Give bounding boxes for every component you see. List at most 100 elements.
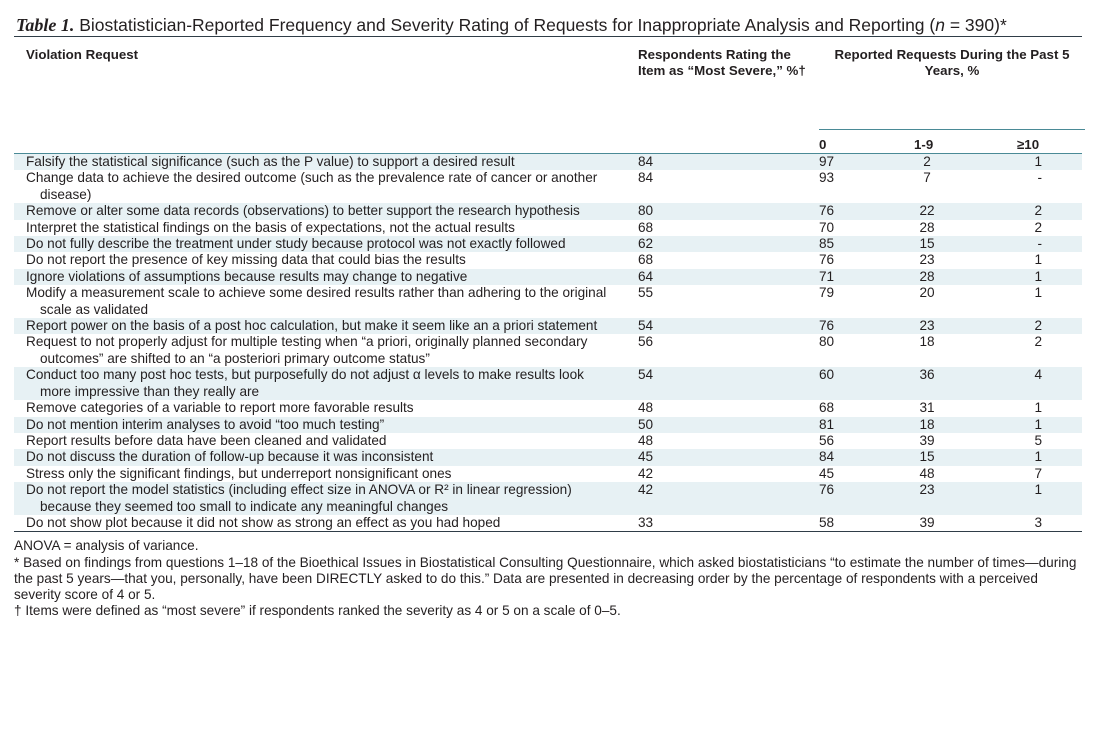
row-most-severe: 80 [638,203,654,219]
table-title-end: = 390)* [944,15,1007,35]
table-row: Report power on the basis of a post hoc … [14,318,1082,335]
row-requests-10: 2 [1034,334,1042,350]
table-title-n: n [935,15,945,35]
header-subrule [819,129,1085,130]
row-requests-0: 68 [819,400,835,416]
row-requests-10: 5 [1034,432,1042,448]
row-most-severe: 54 [638,318,654,334]
row-requests-1-9: 22 [919,203,935,219]
table-row: Falsify the statistical significance (su… [14,154,1082,171]
table-row: Do not mention interim analyses to avoid… [14,416,1082,433]
row-requests-1-9: 23 [919,482,935,498]
header-col-10: ≥10 [1017,137,1040,152]
header-col-1-9: 1-9 [914,137,934,152]
table-row: Do not report the model statistics (incl… [14,482,1082,515]
row-description: Request to not properly adjust for multi… [26,334,588,366]
row-description: Change data to achieve the desired outco… [26,170,598,202]
row-most-severe: 68 [638,252,654,268]
header-rule [14,153,1082,154]
header-col-0: 0 [819,137,827,152]
table-body: Falsify the statistical significance (su… [14,154,1082,531]
row-requests-1-9: 48 [919,465,935,481]
row-requests-1-9: 20 [919,285,935,301]
table-label: Table 1. [16,15,75,35]
table-row: Do not show plot because it did not show… [14,515,1082,531]
row-description: Remove categories of a variable to repor… [26,400,414,416]
row-requests-10: 1 [1034,416,1042,432]
footnotes: ANOVA = analysis of variance. * Based on… [14,538,1082,619]
footnote-anova: ANOVA = analysis of variance. [14,538,199,554]
row-description: Stress only the significant findings, bu… [26,465,452,481]
table-row: Stress only the significant findings, bu… [14,466,1082,482]
row-requests-0: 45 [819,465,835,481]
row-description: Do not report the presence of key missin… [26,252,466,268]
table-title: Table 1. Biostatistician-Reported Freque… [14,14,1082,36]
row-requests-1-9: 23 [919,252,935,268]
table-figure: Table 1. Biostatistician-Reported Freque… [14,14,1085,619]
row-requests-1-9: 39 [919,432,935,448]
row-most-severe: 55 [638,285,654,301]
row-requests-10: 2 [1034,219,1042,235]
table-title-text: Biostatistician-Reported Frequency and S… [79,15,936,35]
table-row: Remove categories of a variable to repor… [14,400,1082,416]
row-most-severe: 84 [638,154,654,169]
row-most-severe: 54 [638,367,654,383]
row-requests-0: 71 [819,268,835,284]
row-requests-1-9: 28 [919,219,935,235]
row-most-severe: 45 [638,449,654,465]
table-row: Change data to achieve the desired outco… [14,170,1082,203]
row-requests-0: 76 [819,482,835,498]
row-description: Report power on the basis of a post hoc … [26,318,598,334]
table-row: Do not fully describe the treatment unde… [14,236,1082,253]
row-description: Do not fully describe the treatment unde… [26,236,566,252]
table-row: Remove or alter some data records (obser… [14,203,1082,220]
bottom-rule [14,531,1082,533]
row-requests-0: 97 [819,154,835,169]
row-most-severe: 48 [638,400,654,416]
row-most-severe: 33 [638,514,654,530]
row-most-severe: 42 [638,482,654,498]
row-requests-0: 56 [819,432,835,448]
row-most-severe: 42 [638,465,654,481]
row-description: Remove or alter some data records (obser… [26,203,580,219]
row-description: Interpret the statistical findings on th… [26,219,515,235]
row-requests-10: 7 [1034,465,1042,481]
row-requests-10: 1 [1034,154,1042,169]
row-requests-10: 4 [1034,367,1042,383]
row-description: Do not discuss the duration of follow-up… [26,449,434,465]
footnote-dagger: † Items were defined as “most severe” if… [14,603,621,619]
row-requests-1-9: 15 [919,449,935,465]
row-requests-10: 1 [1034,285,1042,301]
row-requests-0: 60 [819,367,835,383]
row-description: Conduct too many post hoc tests, but pur… [26,367,584,399]
row-requests-0: 58 [819,514,835,530]
row-requests-10: 2 [1034,203,1042,219]
row-most-severe: 62 [638,236,654,252]
table-row: Report results before data have been cle… [14,433,1082,449]
table-row: Interpret the statistical findings on th… [14,220,1082,236]
row-requests-1-9: 7 [923,170,931,186]
row-requests-1-9: 23 [919,318,935,334]
row-requests-10: 3 [1034,514,1042,530]
row-requests-1-9: 39 [919,514,935,530]
row-requests-0: 93 [819,170,835,186]
table-row: Modify a measurement scale to achieve so… [14,285,1082,318]
row-requests-0: 76 [819,318,835,334]
row-requests-10: 2 [1034,318,1042,334]
row-requests-10: - [1037,236,1042,252]
top-rule [14,36,1082,37]
row-requests-0: 80 [819,334,835,350]
table-header: Violation Request Respondents Rating the… [14,37,1085,153]
row-most-severe: 50 [638,416,654,432]
row-requests-0: 84 [819,449,835,465]
row-requests-1-9: 15 [919,236,935,252]
row-most-severe: 64 [638,268,654,284]
header-respondents: Respondents Rating the Item as “Most Sev… [638,47,806,78]
row-requests-0: 76 [819,252,835,268]
row-most-severe: 56 [638,334,654,350]
header-violation: Violation Request [26,47,139,62]
row-requests-1-9: 2 [923,154,931,169]
row-most-severe: 84 [638,170,654,186]
row-requests-0: 76 [819,203,835,219]
row-requests-10: 1 [1034,449,1042,465]
